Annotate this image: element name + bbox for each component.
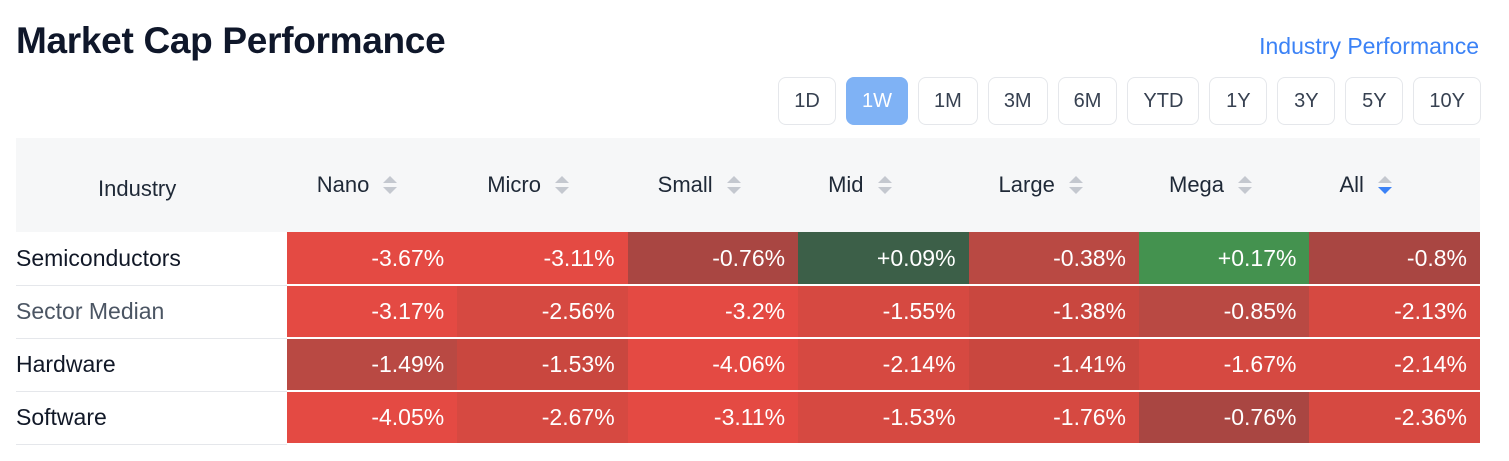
period-button-1d[interactable]: 1D [778, 77, 837, 125]
period-button-1w[interactable]: 1W [846, 77, 909, 125]
period-button-3y[interactable]: 3Y [1277, 77, 1336, 125]
performance-cell: -0.8% [1309, 232, 1480, 286]
column-label: Micro [487, 172, 541, 197]
performance-cell: -3.11% [457, 232, 628, 286]
performance-cell: -0.76% [1139, 391, 1310, 445]
performance-cell: -2.36% [1309, 391, 1480, 445]
column-header-nano[interactable]: Nano [286, 138, 458, 232]
performance-cell: -4.06% [627, 338, 799, 392]
performance-cell: -1.76% [968, 391, 1139, 445]
column-label: Nano [316, 172, 370, 197]
period-button-5y[interactable]: 5Y [1345, 77, 1404, 125]
column-header-large[interactable]: Large [968, 138, 1139, 232]
performance-cell: -1.53% [798, 391, 969, 445]
performance-cell: -3.2% [627, 285, 799, 339]
period-button-6m[interactable]: 6M [1057, 77, 1118, 125]
period-button-1y[interactable]: 1Y [1209, 77, 1268, 125]
period-button-3m[interactable]: 3M [987, 77, 1048, 125]
performance-cell: -0.76% [627, 232, 799, 286]
column-header-mega[interactable]: Mega [1139, 138, 1310, 232]
performance-cell: -1.55% [798, 285, 969, 339]
industry-name[interactable]: Semiconductors [16, 232, 287, 286]
performance-cell: -1.49% [286, 338, 458, 392]
sort-icon[interactable] [726, 176, 741, 194]
column-header-all[interactable]: All [1309, 138, 1480, 232]
performance-cell: +0.17% [1139, 232, 1310, 286]
column-label: Large [998, 172, 1055, 197]
performance-cell: -1.67% [1139, 338, 1310, 392]
industry-name: Sector Median [16, 285, 287, 339]
industry-name[interactable]: Software [16, 391, 287, 445]
column-label: Mid [828, 172, 864, 197]
column-label: Industry [98, 176, 177, 201]
market-cap-table: Industry Nano Micro Small Mid Large [16, 138, 1480, 445]
industry-name[interactable]: Hardware [16, 338, 287, 392]
performance-cell: -2.13% [1309, 285, 1480, 339]
table-row: Hardware -1.49% -1.53% -4.06% -2.14% -1.… [16, 338, 1480, 392]
period-button-ytd[interactable]: YTD [1127, 77, 1200, 125]
performance-cell: -3.67% [286, 232, 458, 286]
column-header-industry: Industry [16, 138, 287, 232]
sort-icon[interactable] [383, 176, 398, 194]
table-row: Sector Median -3.17% -2.56% -3.2% -1.55%… [16, 285, 1480, 339]
performance-cell: -1.41% [968, 338, 1139, 392]
sort-icon[interactable] [877, 176, 892, 194]
page-title: Market Cap Performance [16, 20, 446, 61]
column-label: Mega [1169, 172, 1225, 197]
performance-cell: -3.11% [627, 391, 799, 445]
performance-cell: -4.05% [286, 391, 458, 445]
performance-cell: -2.56% [457, 285, 628, 339]
period-button-10y[interactable]: 10Y [1413, 77, 1481, 125]
table-header-row: Industry Nano Micro Small Mid Large [16, 138, 1480, 232]
table-row: Semiconductors -3.67% -3.11% -0.76% +0.0… [16, 232, 1480, 286]
sort-desc-icon[interactable] [1377, 176, 1392, 194]
column-header-small[interactable]: Small [627, 138, 799, 232]
sort-icon[interactable] [554, 176, 569, 194]
performance-cell: -3.17% [286, 285, 458, 339]
performance-cell: -2.14% [798, 338, 969, 392]
performance-cell: -0.38% [968, 232, 1139, 286]
period-selector: 1D 1W 1M 3M 6M YTD 1Y 3Y 5Y 10Y [778, 77, 1481, 125]
column-label: All [1339, 172, 1364, 197]
table-row: Software -4.05% -2.67% -3.11% -1.53% -1.… [16, 391, 1480, 445]
period-button-1m[interactable]: 1M [918, 77, 978, 125]
performance-cell: +0.09% [798, 232, 969, 286]
column-header-micro[interactable]: Micro [457, 138, 628, 232]
sort-icon[interactable] [1068, 176, 1083, 194]
performance-cell: -1.38% [968, 285, 1139, 339]
sort-icon[interactable] [1238, 176, 1253, 194]
column-label: Small [657, 172, 713, 197]
performance-cell: -2.67% [457, 391, 628, 445]
industry-performance-link[interactable]: Industry Performance [1259, 33, 1479, 59]
performance-cell: -2.14% [1309, 338, 1480, 392]
performance-cell: -0.85% [1139, 285, 1310, 339]
performance-cell: -1.53% [457, 338, 628, 392]
column-header-mid[interactable]: Mid [798, 138, 969, 232]
